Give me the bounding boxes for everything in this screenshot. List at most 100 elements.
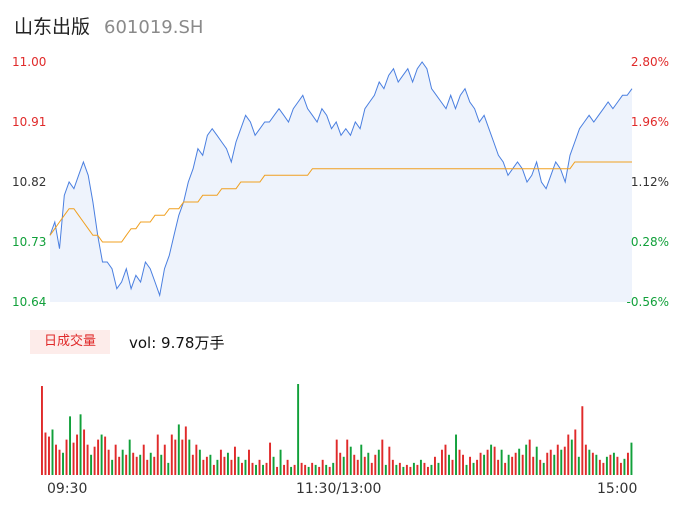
volume-bar [244,459,247,475]
volume-bar [370,462,373,475]
price-line [49,61,633,298]
volume-bar [346,439,349,475]
volume-bar [167,462,170,475]
volume-bar [549,449,552,475]
volume-bar [437,462,440,475]
volume-bar [367,452,370,475]
volume-bar [118,456,121,475]
volume-bar [86,444,89,475]
volume-bar [258,459,261,475]
volume-bar [409,466,412,475]
volume-bar [93,446,96,475]
volume-bar [581,406,584,475]
volume-bar [486,449,489,475]
volume-bar [121,449,124,475]
volume-bar [591,452,594,475]
volume-bar [563,446,566,475]
volume-bar [174,439,177,475]
volume-bar [135,456,138,475]
volume-bar [419,459,422,475]
volume-bar [433,456,436,475]
volume-bar [79,414,82,475]
volume-bar [532,456,535,475]
volume-bar [426,466,429,475]
volume-bar [149,452,152,475]
volume-bar [198,449,201,475]
volume-bar [286,459,289,475]
stock-code: 601019.SH [104,17,204,38]
volume-bar [170,434,173,475]
volume-bar [314,464,317,475]
volume-badge[interactable]: 日成交量 [30,330,110,354]
price-tick-3: 10.82 [12,175,47,189]
pct-tick-2: 1.96% [630,115,669,129]
stock-name: 山东出版 [14,16,91,38]
volume-bar [328,466,331,475]
volume-bar [223,456,226,475]
volume-bar [356,459,359,475]
volume-bar [609,454,612,475]
time-tick-close: 15:00 [597,481,638,497]
volume-bar [304,464,307,475]
price-area [50,62,632,302]
time-tick-midday: 11:30/13:00 [296,481,382,497]
volume-bar [41,386,43,475]
volume-readout: vol: 9.78万手 [129,334,225,352]
volume-bar [226,452,229,475]
volume-bar [623,458,626,475]
volume-bar [525,444,528,475]
volume-bar [458,449,461,475]
volume-bar [497,459,500,475]
volume-bar [402,466,405,475]
volume-bar [248,449,250,475]
price-tick-5: 10.64 [12,295,47,309]
volume-bar [455,434,457,475]
volume-bar [90,454,93,475]
volume-bar [490,444,493,475]
volume-bar [602,462,605,475]
volume-bar [188,439,191,475]
pct-tick-4: 0.28% [630,235,669,249]
price-plot [49,61,633,302]
volume-bar [349,446,352,475]
volume-bar [311,462,314,475]
volume-bar [605,456,608,475]
volume-bar [163,444,166,475]
volume-bar [391,459,394,475]
volume-bar [307,466,310,475]
volume-bar [139,454,142,475]
volume-bar [262,464,264,475]
volume-bar [476,459,479,475]
volume-bar [104,436,107,475]
volume-bar [212,464,215,475]
volume-bar [230,459,233,475]
volume-bar [616,456,619,475]
volume-bar [570,439,573,475]
volume-bar [111,459,114,475]
volume-bar [205,456,208,475]
volume-bar [588,449,591,475]
volume-bar [546,452,549,475]
volume-bar [233,446,236,475]
volume-bar [441,449,443,475]
volume-bar [76,434,79,475]
volume-bar [384,464,387,475]
volume-bar [72,442,75,475]
volume-bar [125,454,128,475]
volume-bar [626,452,629,475]
volume-bar [272,456,275,475]
volume-bar [430,464,433,475]
price-tick-2: 10.91 [12,115,47,129]
volume-bar [405,464,408,475]
volume-bar [469,456,472,475]
volume-bar [156,434,159,475]
volume-bar [598,459,601,475]
volume-bar [283,464,286,475]
volume-bar [48,436,50,475]
pct-tick-5: -0.56% [626,295,669,309]
volume-bar [448,454,450,475]
volume-bar [514,452,517,475]
volume-bar [528,439,531,475]
pct-tick-1: 2.80% [630,55,669,69]
volume-bar [107,449,110,475]
